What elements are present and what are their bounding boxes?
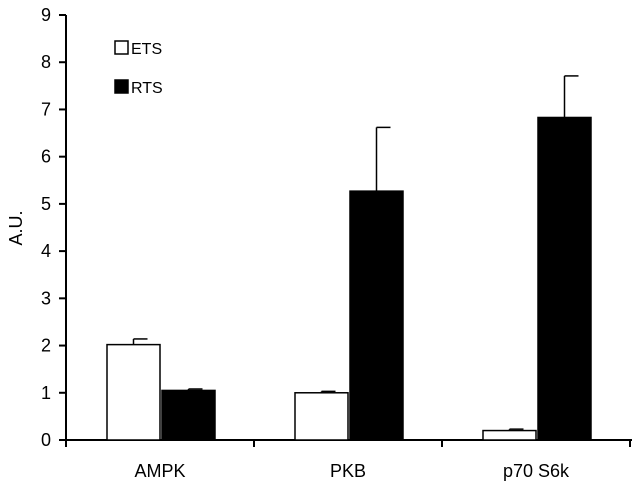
y-tick-label: 7 (41, 99, 51, 119)
x-tick-label: AMPK (134, 461, 185, 481)
y-tick-label: 8 (41, 52, 51, 72)
y-tick-label: 1 (41, 383, 51, 403)
y-tick-label: 4 (41, 241, 51, 261)
legend-label-ets: ETS (131, 41, 162, 58)
x-tick-label: PKB (330, 461, 366, 481)
bar-ets (482, 429, 537, 441)
bar-ets (294, 392, 349, 441)
y-tick-label: 5 (41, 194, 51, 214)
y-axis-title: A.U. (6, 210, 26, 245)
legend-swatch-rts (114, 79, 129, 94)
bar-rts (349, 190, 404, 441)
y-tick-label: 0 (41, 430, 51, 450)
y-tick-label: 3 (41, 288, 51, 308)
y-tick-label: 6 (41, 147, 51, 167)
legend-label-rts: RTS (131, 80, 163, 97)
bar-rts (537, 116, 592, 441)
y-tick-label: 2 (41, 336, 51, 356)
y-tick-label: 9 (41, 5, 51, 25)
legend-swatch-ets (114, 40, 129, 55)
x-tick-label: p70 S6k (503, 461, 570, 481)
bar-rts (161, 389, 216, 441)
bar-ets (106, 343, 161, 441)
